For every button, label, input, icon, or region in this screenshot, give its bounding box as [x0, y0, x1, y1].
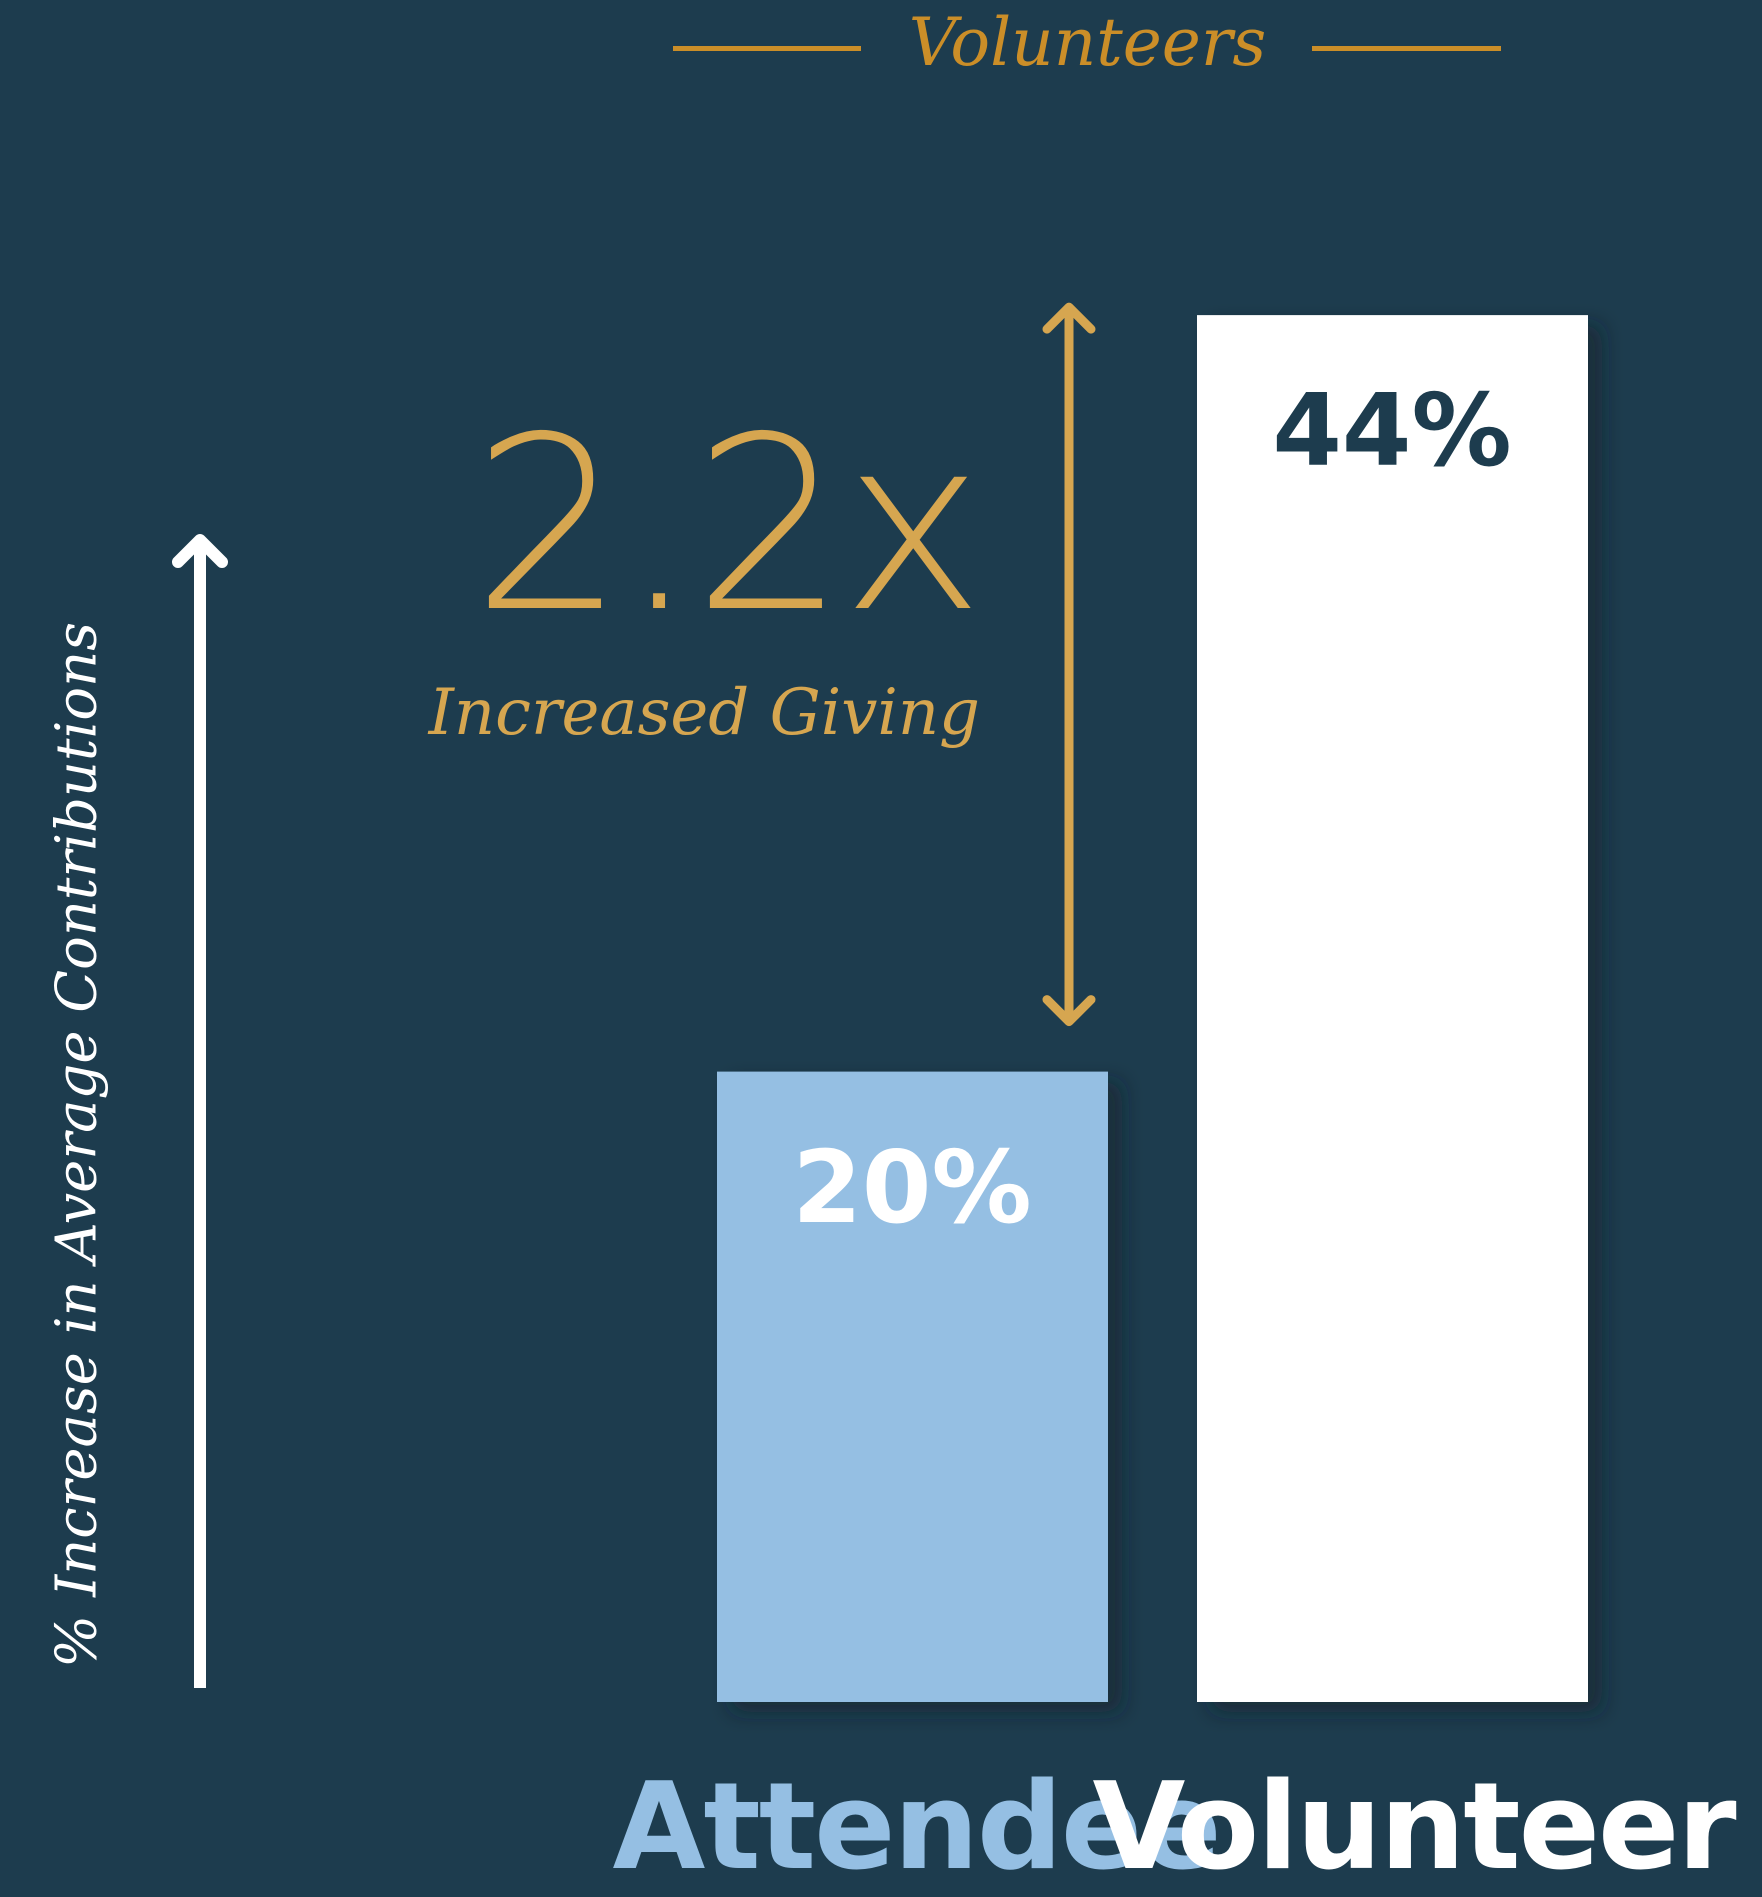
bar-attendee — [717, 1071, 1108, 1702]
y-axis-label: % Increase in Average Contributions — [44, 622, 110, 1668]
legend-line-left — [673, 46, 861, 51]
y-axis-arrow — [172, 534, 228, 1688]
bar-value-label-volunteer: 44% — [1272, 372, 1512, 490]
bar-value-label-attendee: 20% — [792, 1128, 1032, 1246]
multiplier-caption: Increased Giving — [428, 676, 980, 750]
bar-volunteer — [1197, 315, 1588, 1702]
legend-label: Volunteers — [908, 4, 1267, 81]
comparison-arrow-head-bottom — [1042, 995, 1096, 1027]
comparison-arrow-head-top — [1042, 302, 1096, 334]
comparison-arrow — [1042, 302, 1096, 1027]
y-axis-arrow-head — [172, 534, 228, 568]
category-label-volunteer: Volunteer — [1092, 1758, 1737, 1897]
multiplier-value: 2.2x — [472, 385, 984, 665]
legend-line-right — [1312, 46, 1501, 51]
